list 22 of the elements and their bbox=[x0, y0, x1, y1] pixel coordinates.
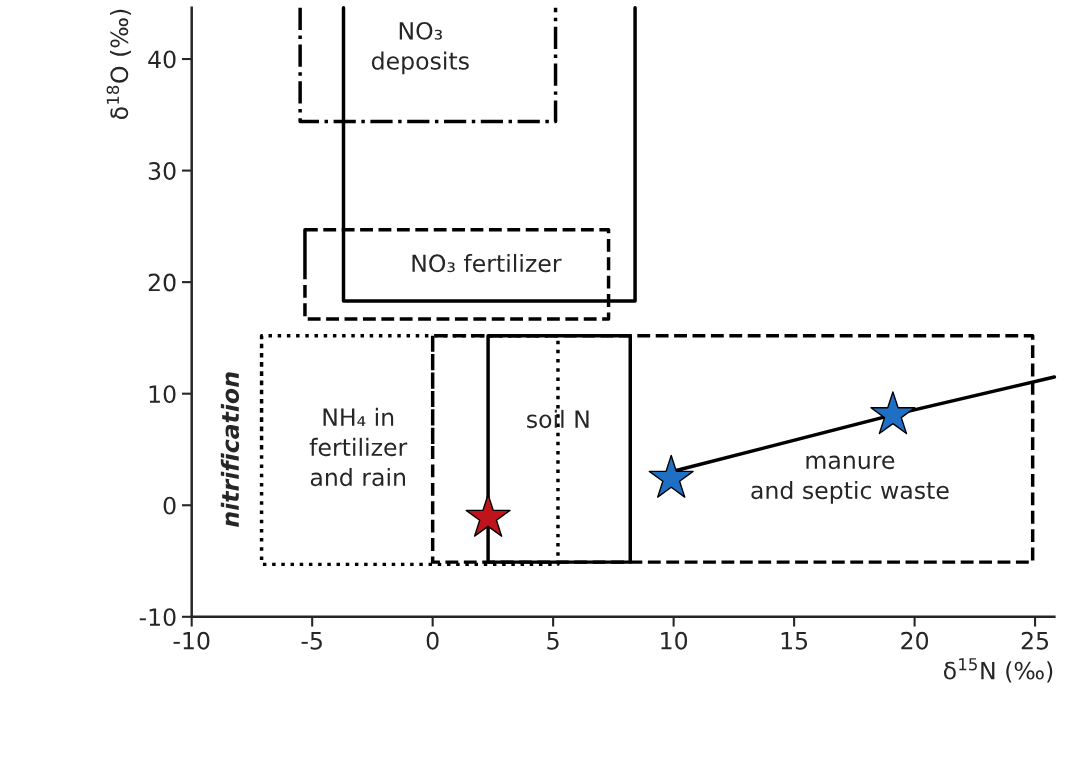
x-tick-label: 15 bbox=[781, 632, 808, 650]
x-tick-label: 5 bbox=[547, 632, 559, 650]
y-tick-label: -10 bbox=[139, 608, 176, 627]
annotation: NH₄ in fertilizer and rain bbox=[309, 407, 408, 487]
annotation: soil N bbox=[527, 409, 589, 429]
annotation: NO₃ deposits bbox=[371, 21, 469, 75]
x-axis-title: δ$^{15}$N (‰) bbox=[943, 658, 1053, 683]
x-tick-label: -10 bbox=[173, 631, 210, 650]
y-axis-title: δ$^{18}$O (‰) bbox=[106, 9, 132, 120]
y-tick-label: 40 bbox=[148, 50, 176, 69]
y-tick-label: 10 bbox=[149, 385, 176, 403]
annotation: NO₃ fertilizer bbox=[412, 253, 562, 273]
x-tick-label: 0 bbox=[426, 631, 439, 650]
x-tick-label: -5 bbox=[301, 632, 322, 650]
x-tick-label: 25 bbox=[1021, 631, 1049, 650]
y-tick-label: 30 bbox=[148, 162, 176, 180]
annotation: nitrification bbox=[220, 372, 240, 527]
y-tick-label: 20 bbox=[148, 273, 176, 292]
y-tick-label: 0 bbox=[163, 496, 176, 515]
annotation: manure and septic waste bbox=[751, 455, 949, 504]
x-tick-label: 10 bbox=[661, 631, 688, 650]
x-tick-label: 20 bbox=[901, 631, 929, 650]
